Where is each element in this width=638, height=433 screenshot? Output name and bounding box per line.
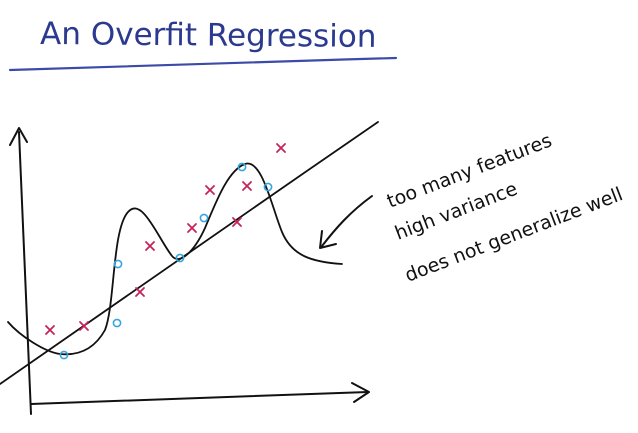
circle-marker-icon [59, 350, 69, 360]
x-axis [30, 391, 369, 405]
x-mark-icon [187, 223, 197, 233]
x-mark-icon [145, 241, 155, 251]
x-mark-icon [135, 287, 145, 297]
x-mark-icon [232, 217, 242, 227]
arrow-icon [319, 230, 337, 249]
x-axis-arrow-icon [351, 382, 370, 403]
circle-marker-icon [175, 253, 185, 263]
annotation-arrow [321, 195, 373, 247]
annotation: too many features high variance does not… [384, 130, 626, 287]
circle-markers [59, 162, 273, 360]
y-axis-arrow-icon [9, 127, 28, 146]
circle-marker-icon [113, 259, 123, 269]
x-mark-icon [45, 325, 55, 335]
x-mark-icon [205, 185, 215, 195]
title-underline [8, 56, 398, 72]
x-mark-icon [242, 181, 252, 191]
cross-markers [45, 143, 286, 335]
circle-marker-icon [263, 182, 273, 192]
circle-marker-icon [237, 162, 247, 172]
circle-marker-icon [112, 318, 122, 328]
x-mark-icon [79, 321, 89, 331]
x-mark-icon [276, 143, 286, 153]
page-title: An Overfit Regression [40, 16, 377, 55]
y-axis [18, 131, 32, 415]
overfit-curve [7, 162, 343, 356]
circle-marker-icon [199, 213, 209, 223]
